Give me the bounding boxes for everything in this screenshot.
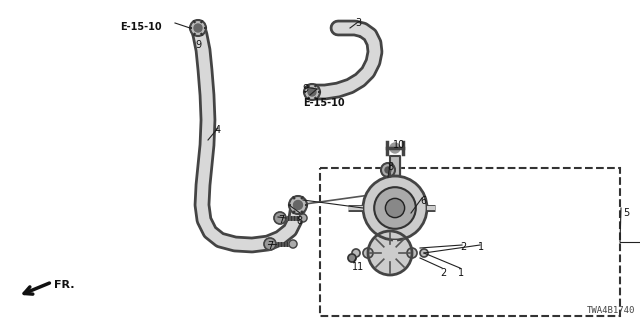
Text: 3: 3: [355, 18, 361, 28]
Polygon shape: [390, 156, 400, 176]
Text: 2: 2: [460, 242, 467, 252]
Text: 1: 1: [478, 242, 484, 252]
Text: E-15-10: E-15-10: [303, 98, 344, 108]
Circle shape: [363, 176, 427, 240]
Text: 4: 4: [215, 125, 221, 135]
Text: TWA4B1740: TWA4B1740: [587, 306, 635, 315]
Text: 11: 11: [352, 262, 364, 272]
Text: E-15-10: E-15-10: [120, 22, 162, 32]
Circle shape: [374, 187, 416, 229]
Text: 7: 7: [278, 215, 284, 225]
Circle shape: [194, 24, 202, 32]
Circle shape: [390, 143, 400, 153]
Text: 9: 9: [302, 84, 308, 94]
Circle shape: [407, 248, 417, 258]
Text: 10: 10: [393, 140, 405, 150]
Circle shape: [274, 212, 286, 224]
Circle shape: [289, 196, 307, 214]
Circle shape: [385, 198, 404, 218]
Circle shape: [308, 88, 316, 96]
Text: 5: 5: [623, 208, 629, 218]
Text: 1: 1: [458, 268, 464, 278]
Text: 9: 9: [195, 40, 201, 50]
Text: FR.: FR.: [54, 280, 74, 290]
Text: 6: 6: [420, 196, 426, 206]
Circle shape: [304, 84, 320, 100]
Bar: [320, 168, 620, 316]
Text: 7: 7: [267, 241, 273, 251]
Circle shape: [368, 231, 412, 275]
Circle shape: [381, 163, 395, 177]
Circle shape: [420, 249, 428, 257]
Circle shape: [352, 249, 360, 257]
Text: 8: 8: [387, 162, 393, 172]
Circle shape: [348, 254, 356, 262]
Circle shape: [190, 20, 206, 36]
Text: 8: 8: [296, 216, 302, 226]
Circle shape: [363, 248, 373, 258]
Circle shape: [294, 201, 303, 210]
Circle shape: [289, 240, 297, 248]
Circle shape: [299, 214, 307, 222]
Circle shape: [264, 238, 276, 250]
Text: 2: 2: [440, 268, 446, 278]
Circle shape: [385, 167, 391, 173]
